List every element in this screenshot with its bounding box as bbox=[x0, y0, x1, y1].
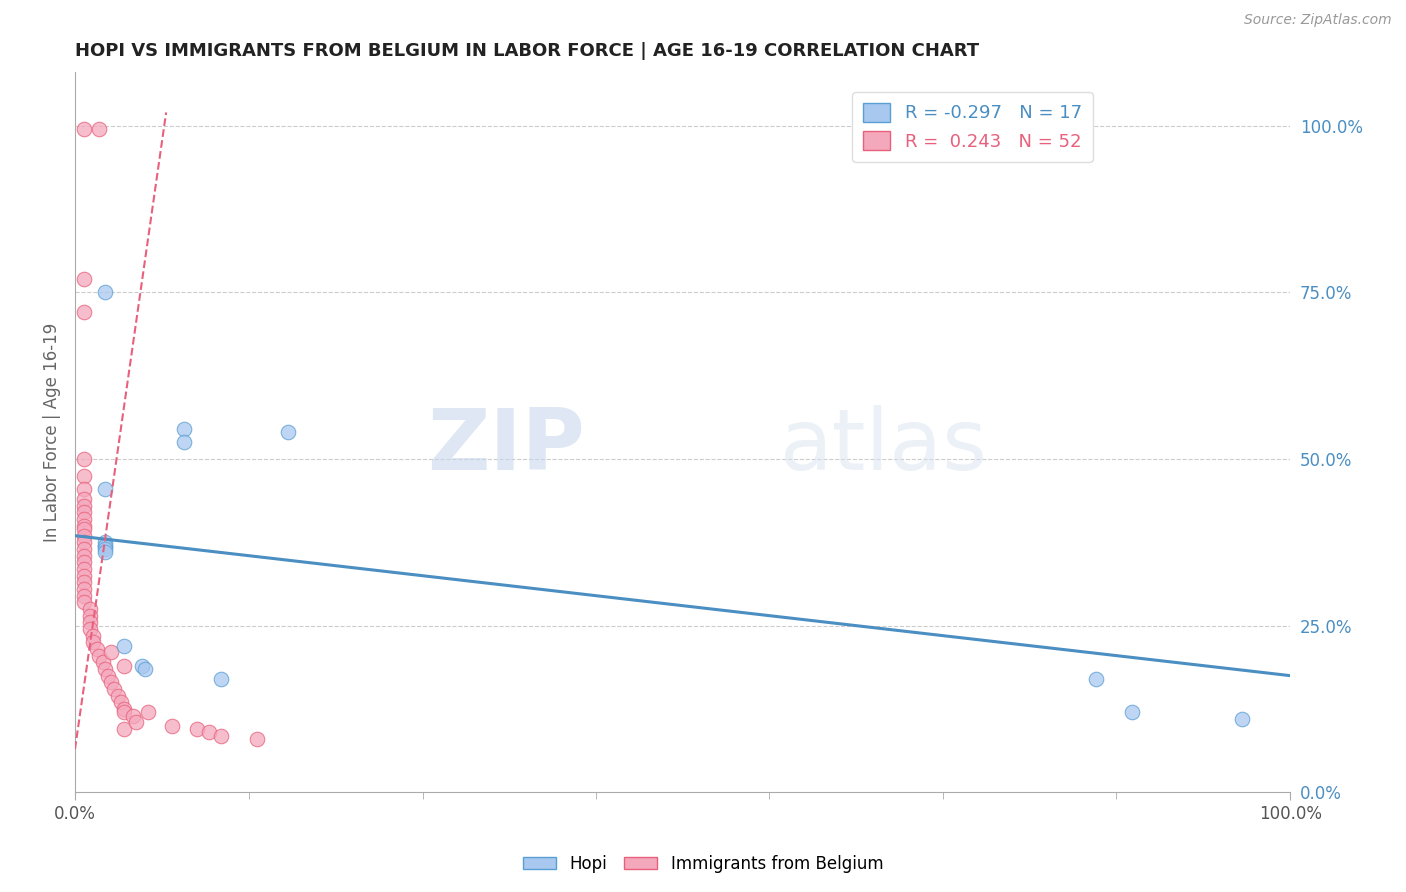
Point bbox=[173, 422, 195, 436]
Point bbox=[79, 615, 101, 630]
Point bbox=[131, 658, 153, 673]
Point bbox=[82, 629, 104, 643]
Point bbox=[209, 672, 232, 686]
Point bbox=[1121, 706, 1143, 720]
Point bbox=[107, 689, 129, 703]
Point bbox=[112, 706, 135, 720]
Point bbox=[112, 639, 135, 653]
Point bbox=[136, 706, 159, 720]
Point bbox=[100, 645, 122, 659]
Point bbox=[72, 272, 94, 286]
Point bbox=[89, 122, 111, 136]
Point bbox=[112, 702, 135, 716]
Point bbox=[72, 555, 94, 569]
Point bbox=[72, 305, 94, 319]
Point bbox=[277, 425, 299, 440]
Point bbox=[72, 589, 94, 603]
Point bbox=[97, 668, 120, 682]
Point bbox=[94, 539, 117, 553]
Point bbox=[209, 729, 232, 743]
Point bbox=[89, 648, 111, 663]
Point bbox=[86, 642, 108, 657]
Point bbox=[160, 718, 183, 732]
Point bbox=[72, 482, 94, 496]
Point bbox=[1230, 712, 1253, 726]
Point bbox=[72, 582, 94, 596]
Point bbox=[72, 522, 94, 536]
Point bbox=[91, 656, 114, 670]
Point bbox=[72, 518, 94, 533]
Point bbox=[72, 505, 94, 519]
Legend: R = -0.297   N = 17, R =  0.243   N = 52: R = -0.297 N = 17, R = 0.243 N = 52 bbox=[852, 92, 1092, 161]
Point bbox=[125, 715, 148, 730]
Point bbox=[94, 535, 117, 549]
Legend: Hopi, Immigrants from Belgium: Hopi, Immigrants from Belgium bbox=[516, 848, 890, 880]
Point bbox=[72, 549, 94, 563]
Point bbox=[100, 675, 122, 690]
Point bbox=[103, 681, 125, 696]
Text: HOPI VS IMMIGRANTS FROM BELGIUM IN LABOR FORCE | AGE 16-19 CORRELATION CHART: HOPI VS IMMIGRANTS FROM BELGIUM IN LABOR… bbox=[75, 42, 979, 60]
Point bbox=[72, 535, 94, 549]
Text: atlas: atlas bbox=[780, 405, 988, 488]
Point bbox=[72, 562, 94, 576]
Point bbox=[72, 122, 94, 136]
Point bbox=[72, 595, 94, 609]
Point bbox=[72, 491, 94, 506]
Point bbox=[72, 575, 94, 590]
Y-axis label: In Labor Force | Age 16-19: In Labor Force | Age 16-19 bbox=[44, 323, 60, 542]
Point bbox=[79, 622, 101, 636]
Point bbox=[122, 708, 145, 723]
Point bbox=[79, 602, 101, 616]
Point bbox=[134, 662, 156, 676]
Point bbox=[112, 658, 135, 673]
Point bbox=[1084, 672, 1107, 686]
Point bbox=[112, 722, 135, 736]
Point bbox=[72, 568, 94, 582]
Point bbox=[173, 435, 195, 450]
Point bbox=[72, 452, 94, 467]
Point bbox=[72, 529, 94, 543]
Point bbox=[94, 545, 117, 559]
Point bbox=[82, 635, 104, 649]
Point bbox=[94, 662, 117, 676]
Point bbox=[197, 725, 219, 739]
Point bbox=[72, 541, 94, 556]
Point bbox=[94, 541, 117, 556]
Point bbox=[94, 285, 117, 300]
Point bbox=[72, 468, 94, 483]
Point bbox=[79, 608, 101, 623]
Text: ZIP: ZIP bbox=[427, 405, 585, 488]
Point bbox=[246, 731, 269, 746]
Text: Source: ZipAtlas.com: Source: ZipAtlas.com bbox=[1244, 13, 1392, 28]
Point bbox=[72, 499, 94, 513]
Point bbox=[72, 512, 94, 526]
Point bbox=[94, 482, 117, 496]
Point bbox=[186, 722, 208, 736]
Point bbox=[94, 539, 117, 553]
Point bbox=[110, 695, 132, 709]
